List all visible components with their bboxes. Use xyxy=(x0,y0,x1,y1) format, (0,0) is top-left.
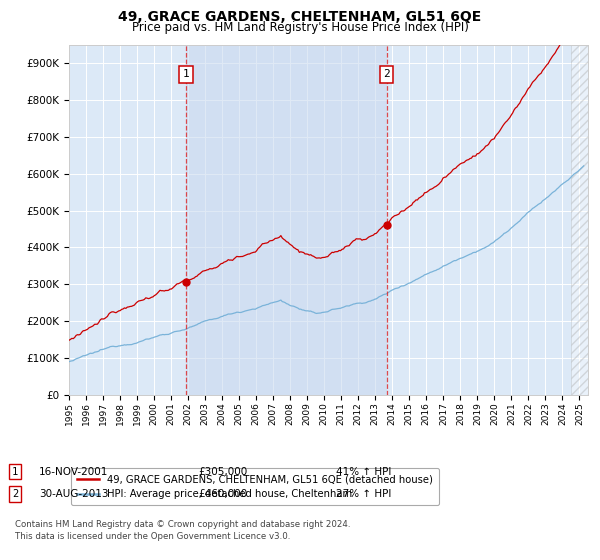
Text: £305,000: £305,000 xyxy=(198,466,247,477)
Text: Price paid vs. HM Land Registry's House Price Index (HPI): Price paid vs. HM Land Registry's House … xyxy=(131,21,469,34)
Text: £460,000: £460,000 xyxy=(198,489,247,499)
Text: 41% ↑ HPI: 41% ↑ HPI xyxy=(336,466,391,477)
Bar xyxy=(186,45,386,395)
Bar xyxy=(571,45,588,395)
Text: 16-NOV-2001: 16-NOV-2001 xyxy=(39,466,109,477)
Text: 30-AUG-2013: 30-AUG-2013 xyxy=(39,489,109,499)
Legend: 49, GRACE GARDENS, CHELTENHAM, GL51 6QE (detached house), HPI: Average price, de: 49, GRACE GARDENS, CHELTENHAM, GL51 6QE … xyxy=(71,468,439,505)
Text: Contains HM Land Registry data © Crown copyright and database right 2024.: Contains HM Land Registry data © Crown c… xyxy=(15,520,350,529)
Text: 2: 2 xyxy=(383,69,390,80)
Text: 49, GRACE GARDENS, CHELTENHAM, GL51 6QE: 49, GRACE GARDENS, CHELTENHAM, GL51 6QE xyxy=(118,10,482,24)
Text: This data is licensed under the Open Government Licence v3.0.: This data is licensed under the Open Gov… xyxy=(15,532,290,541)
Text: 1: 1 xyxy=(182,69,190,80)
Text: 27% ↑ HPI: 27% ↑ HPI xyxy=(336,489,391,499)
Text: 1: 1 xyxy=(12,466,18,477)
Text: 2: 2 xyxy=(12,489,18,499)
